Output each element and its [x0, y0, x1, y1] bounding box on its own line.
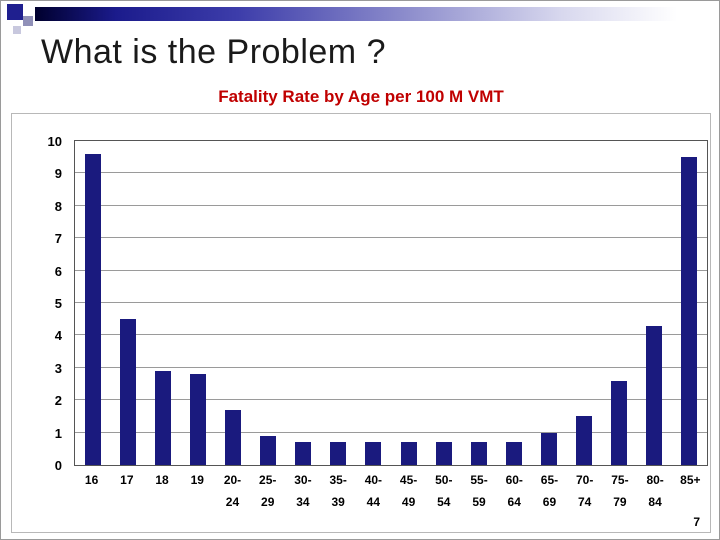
bars-group [75, 141, 707, 465]
gridline [75, 172, 707, 174]
slide-title: What is the Problem ? [41, 33, 386, 71]
x-tick-label: 50- 54 [435, 473, 453, 509]
bar-slot [180, 141, 215, 465]
x-tick-label: 30- 34 [294, 473, 312, 509]
bar-18 [154, 371, 171, 465]
decorative-square-icon [13, 26, 21, 34]
plot-area [74, 140, 708, 466]
chart-title: Fatality Rate by Age per 100 M VMT [218, 87, 504, 106]
x-tick-label: 17 [120, 473, 134, 487]
x-tick-label: 19 [190, 473, 204, 487]
gridline [75, 366, 707, 368]
bar-slot [602, 141, 637, 465]
gridline [75, 269, 707, 271]
gridline [75, 237, 707, 239]
bar-55-59 [470, 442, 487, 465]
bar-slot [567, 141, 602, 465]
bar-slot [215, 141, 250, 465]
bar-50-54 [435, 442, 452, 465]
x-tick-label: 35- 39 [329, 473, 347, 509]
bar-slot [286, 141, 321, 465]
x-tick-label: 20- 24 [223, 473, 242, 509]
bar-75-79 [611, 380, 628, 465]
bar-45-49 [400, 442, 417, 465]
bar-85+ [681, 157, 698, 465]
bar-chart: 0 1 2 3 4 5 6 7 8 9 10 16 17 18 19 20- 24 25- 29 30- 34 3… [11, 113, 711, 533]
bar-slot [637, 141, 672, 465]
bar-slot [321, 141, 356, 465]
top-gradient-bar-decoration [35, 7, 711, 21]
bar-25-29 [260, 435, 277, 465]
bar-35-39 [330, 442, 347, 465]
y-axis: 0 1 2 3 4 5 6 7 8 9 10 [12, 134, 68, 473]
y-tick-label: 6 [54, 263, 62, 279]
bar-slot [356, 141, 391, 465]
bar-slot [110, 141, 145, 465]
gridline [75, 334, 707, 336]
x-tick-label: 40- 44 [364, 473, 383, 509]
x-tick-label: 65- 69 [540, 473, 559, 509]
gridline [75, 204, 707, 206]
bar-slot [496, 141, 531, 465]
bar-slot [461, 141, 496, 465]
bar-60-64 [505, 442, 522, 465]
y-tick-label: 2 [54, 393, 62, 409]
bar-slot [426, 141, 461, 465]
x-tick-label: 85+ [680, 473, 701, 487]
y-tick-label: 9 [54, 166, 62, 182]
bar-80-84 [646, 325, 663, 465]
bar-30-34 [295, 442, 312, 465]
x-tick-label: 18 [155, 473, 169, 487]
y-tick-label: 5 [54, 296, 62, 311]
bar-70-74 [576, 416, 593, 465]
bar-17 [119, 319, 136, 465]
y-tick-label: 7 [54, 231, 62, 247]
x-axis: 16 17 18 19 20- 24 25- 29 30- 34 35- 39 40- 44 45… [74, 470, 708, 513]
bar-slot [75, 141, 110, 465]
bar-16 [84, 153, 101, 465]
gridline [75, 399, 707, 401]
y-tick-label: 0 [54, 458, 62, 473]
y-tick-label: 4 [54, 328, 62, 344]
y-tick-label: 8 [54, 198, 62, 214]
bar-slot [391, 141, 426, 465]
page-number: 7 [693, 515, 700, 529]
gridline [75, 431, 707, 433]
y-tick-label: 3 [54, 360, 62, 376]
decorative-square-icon [23, 16, 33, 26]
bar-slot [145, 141, 180, 465]
x-tick-label: 25- 29 [259, 473, 277, 509]
bar-20-24 [224, 409, 241, 465]
bar-40-44 [365, 442, 382, 465]
y-tick-label: 10 [47, 134, 62, 149]
x-tick-label: 60- 64 [505, 473, 523, 509]
x-tick-label: 16 [84, 473, 99, 487]
x-tick-label: 70- 74 [576, 473, 594, 509]
decorative-square-icon [7, 4, 23, 20]
bar-65-69 [540, 432, 557, 465]
bar-19 [189, 374, 206, 465]
y-tick-label: 1 [54, 425, 62, 441]
x-tick-label: 75- 79 [611, 473, 629, 509]
bar-slot [672, 141, 707, 465]
bar-slot [251, 141, 286, 465]
x-tick-label: 80- 84 [646, 473, 664, 509]
x-tick-label: 45- 49 [399, 473, 418, 509]
bar-slot [531, 141, 566, 465]
x-tick-label: 55- 59 [470, 473, 488, 509]
gridline [75, 302, 707, 303]
